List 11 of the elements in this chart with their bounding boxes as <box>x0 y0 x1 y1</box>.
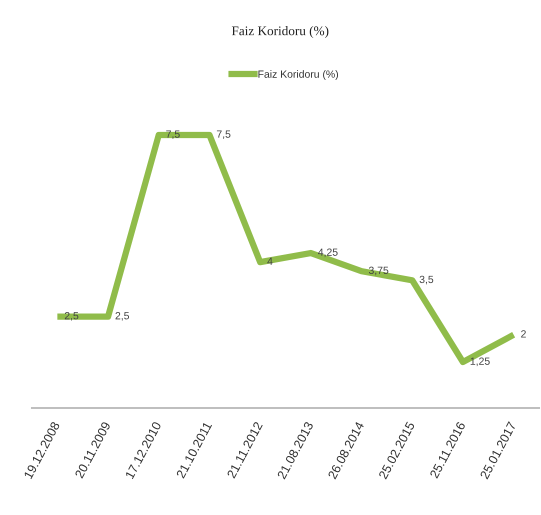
data-label: 2,5 <box>116 312 130 321</box>
data-label: 4,25 <box>318 248 338 258</box>
data-label: 2 <box>521 330 526 338</box>
data-label: 7,5 <box>166 130 180 139</box>
chart-title: Faiz Koridoru (%) <box>232 26 328 38</box>
data-label: 7,5 <box>216 130 230 139</box>
data-label: 3,5 <box>420 276 434 284</box>
legend-label: Faiz Koridoru (%) <box>258 70 338 80</box>
data-label: 1,25 <box>470 357 490 366</box>
data-label: 2,5 <box>64 312 78 321</box>
data-label: 4 <box>267 258 273 265</box>
